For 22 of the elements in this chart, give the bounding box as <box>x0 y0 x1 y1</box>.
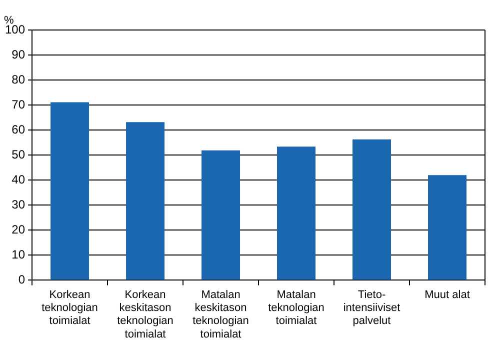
bar <box>277 146 316 280</box>
y-tick-label: 30 <box>12 197 26 212</box>
y-tick-label: 70 <box>12 97 26 112</box>
x-tick-label: Muut alat <box>424 288 470 301</box>
x-tick-label: Korkean keskitason teknologian toimialat <box>117 288 174 340</box>
x-tick-label: Tieto-intensiiviset palvelut <box>343 288 400 328</box>
bar <box>428 175 467 280</box>
y-tick-label: 40 <box>12 172 26 186</box>
bar <box>126 122 165 280</box>
y-tick-label: 0 <box>18 272 26 287</box>
y-tick-label: 20 <box>12 222 26 236</box>
y-tick-label: 90 <box>12 47 26 62</box>
bar <box>352 139 392 280</box>
y-tick-label: 80 <box>12 72 26 86</box>
bar <box>202 150 240 280</box>
y-tick-label: 10 <box>12 247 26 262</box>
y-tick-label: 60 <box>12 122 26 136</box>
x-tick-label: Korkean teknologian toimialat <box>42 288 98 328</box>
x-tick-label: Matalan teknologian toimialat <box>268 288 324 328</box>
bar <box>50 102 90 280</box>
x-tick-label: Matalan keskitason teknologian toimialat <box>192 288 249 340</box>
y-tick-label: 50 <box>12 147 26 162</box>
